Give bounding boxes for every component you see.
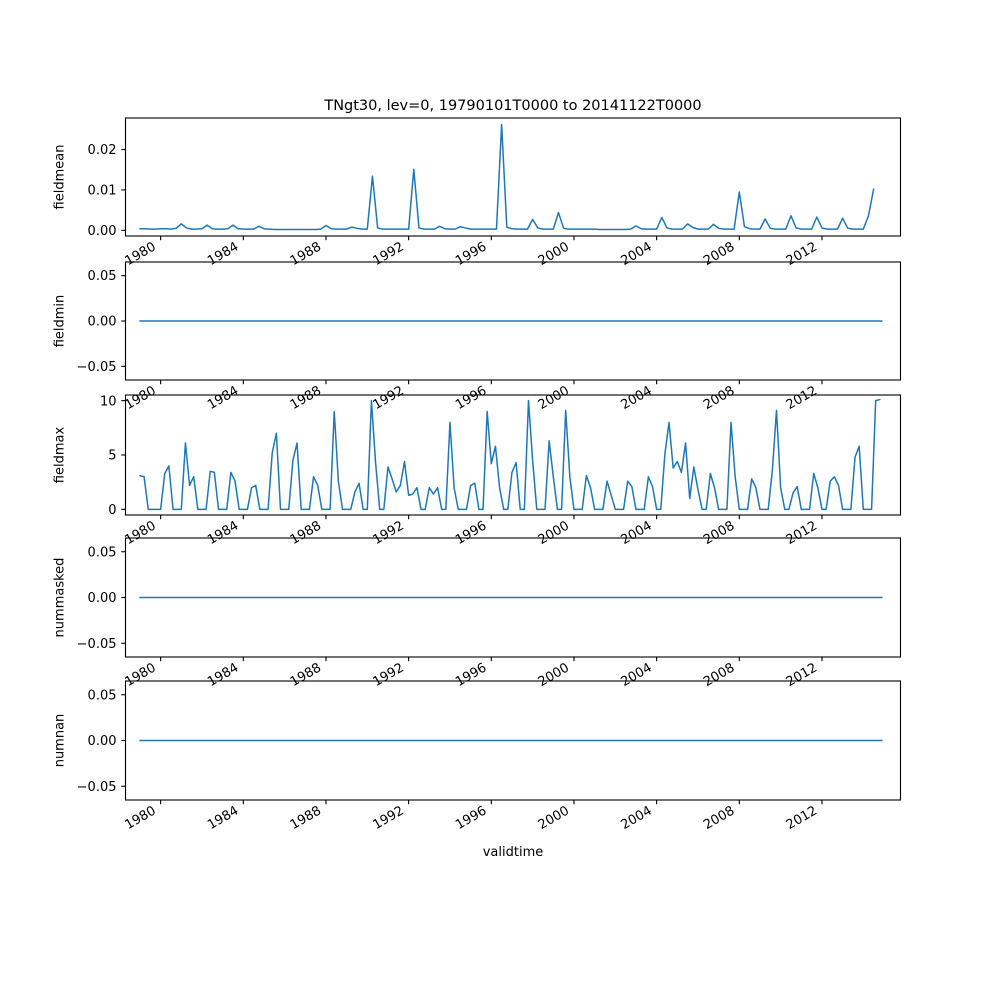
data-line-fieldmean (139, 123, 875, 231)
y-tick-label: 0.01 (88, 184, 117, 199)
axes-frame (124, 117, 902, 237)
x-axis-label: validtime (483, 845, 544, 860)
y-tick-label: −0.05 (77, 780, 117, 795)
y-axis-label-fieldmean: fieldmean (53, 145, 68, 210)
y-tick-label: −0.05 (77, 637, 117, 652)
y-tick-label: 5 (108, 449, 116, 464)
y-axis-label-nummasked: nummasked (53, 558, 68, 638)
y-tick-label: 0.05 (88, 269, 117, 284)
y-tick-label: 0.02 (88, 143, 117, 158)
y-tick-label: 0.00 (88, 224, 117, 239)
y-tick-label: 0 (108, 503, 116, 518)
y-tick-label: 0.00 (88, 591, 117, 606)
y-tick-label: 0.00 (88, 315, 117, 330)
data-line-fieldmax (139, 398, 881, 511)
y-tick-label: 0.05 (88, 545, 117, 560)
y-axis-label-fieldmax: fieldmax (53, 427, 68, 484)
y-tick-label: 0.00 (88, 734, 117, 749)
y-axis-label-fieldmin: fieldmin (53, 295, 68, 348)
figure-title: TNgt30, lev=0, 19790101T0000 to 20141122… (323, 98, 701, 114)
y-tick-label: 0.05 (88, 688, 117, 703)
y-axis-label-numnan: numnan (53, 714, 68, 768)
y-tick-label: 10 (100, 394, 117, 409)
y-tick-label: −0.05 (77, 360, 117, 375)
